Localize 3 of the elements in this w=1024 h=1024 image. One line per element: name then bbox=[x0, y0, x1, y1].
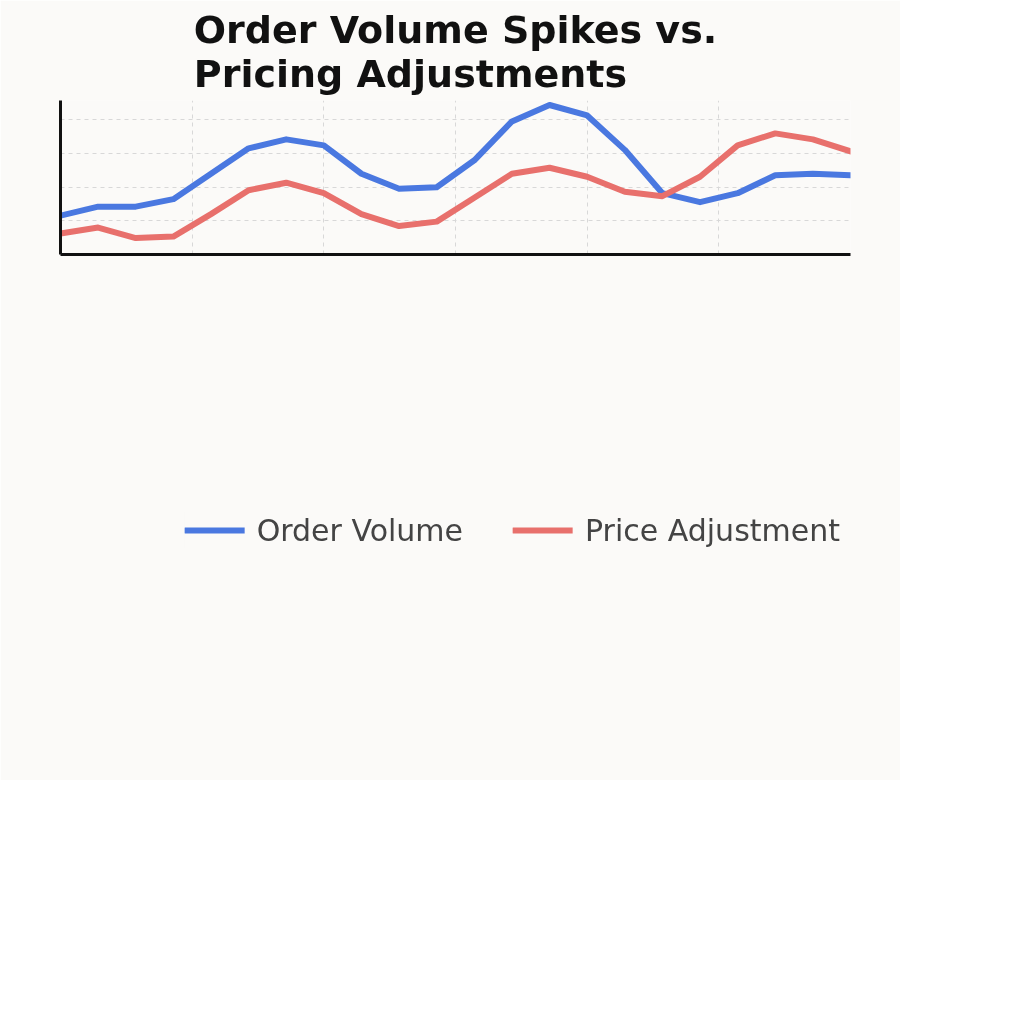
chart-title: Order Volume Spikes vs. Pricing Adjustments bbox=[193, 7, 718, 96]
legend-label: Order Volume bbox=[256, 512, 464, 548]
legend-label: Price Adjustment bbox=[585, 512, 840, 548]
